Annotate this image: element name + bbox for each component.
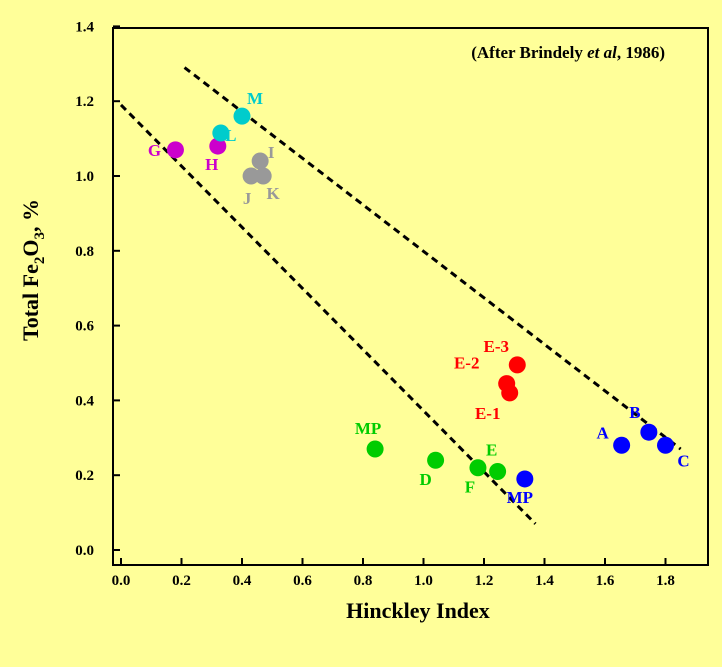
annotation: (After Brindely et al, 1986) [471,43,665,62]
data-point [516,470,534,488]
x-tick-label: 1.0 [414,573,433,589]
point-label: MP [507,488,533,507]
data-point [209,137,227,155]
point-label: E-3 [484,337,510,356]
x-tick-label: 0.6 [293,573,312,589]
axis-ticks: 0.0 0.2 0.4 0.6 0.8 1.0 1.2 1.4 1.6 1.8 0.0 0.2 0.4 0… [75,19,675,589]
point-label: H [205,155,218,174]
data-point [251,152,269,170]
point-label: C [677,451,689,470]
data-point [489,462,507,480]
data-point [212,124,230,142]
y-tick-label: 1.2 [75,94,94,110]
y-tick-label: 1.0 [75,169,94,185]
data-point [166,141,184,159]
data-point [501,384,519,402]
point-label: E-2 [454,354,480,373]
point-labels: G HLM I J K E-3E-2 E-1 MP D FE MP A B C [148,89,690,507]
data-point [657,436,674,454]
trend-line-upper [183,66,682,451]
point-label: E-1 [475,404,501,423]
point-label: E [486,440,497,459]
point-label: G [148,141,161,160]
x-tick-label: 0.0 [112,573,131,589]
point-label: M [247,89,263,108]
point-label: I [268,143,275,162]
x-tick-label: 1.6 [596,573,615,589]
y-tick-label: 0.2 [75,468,94,484]
point-label: A [596,423,609,442]
y-tick-label: 1.4 [75,19,94,35]
point-label: B [629,403,640,422]
point-label: D [419,470,431,489]
y-tick-label: 0.4 [75,393,94,409]
x-tick-label: 1.4 [535,573,554,589]
data-point [469,459,487,477]
x-tick-label: 1.2 [475,573,494,589]
y-tick-label: 0.6 [75,319,94,335]
x-tick-label: 1.8 [656,573,675,589]
point-label: J [243,189,252,208]
data-point [640,423,658,441]
x-tick-label: 0.4 [233,573,252,589]
x-axis-title: Hinckley Index [346,598,490,623]
x-tick-label: 0.2 [172,573,191,589]
plot-area [112,27,709,566]
point-label: F [465,478,475,497]
data-point [427,451,445,469]
trend-lines [119,66,682,525]
trend-line-lower [119,103,537,525]
data-point [233,107,251,125]
data-point [613,436,631,454]
x-tick-label: 0.8 [354,573,373,589]
y-tick-label: 0.0 [75,543,94,559]
point-label: MP [355,419,381,438]
data-point [366,440,384,458]
data-point [254,167,272,185]
data-points [166,107,674,488]
point-label: L [225,126,236,145]
point-label: K [267,184,281,203]
y-tick-label: 0.8 [75,244,94,260]
data-point [508,356,526,374]
y-axis-title: Total Fe2O3, % [18,199,48,341]
data-point [242,167,260,185]
